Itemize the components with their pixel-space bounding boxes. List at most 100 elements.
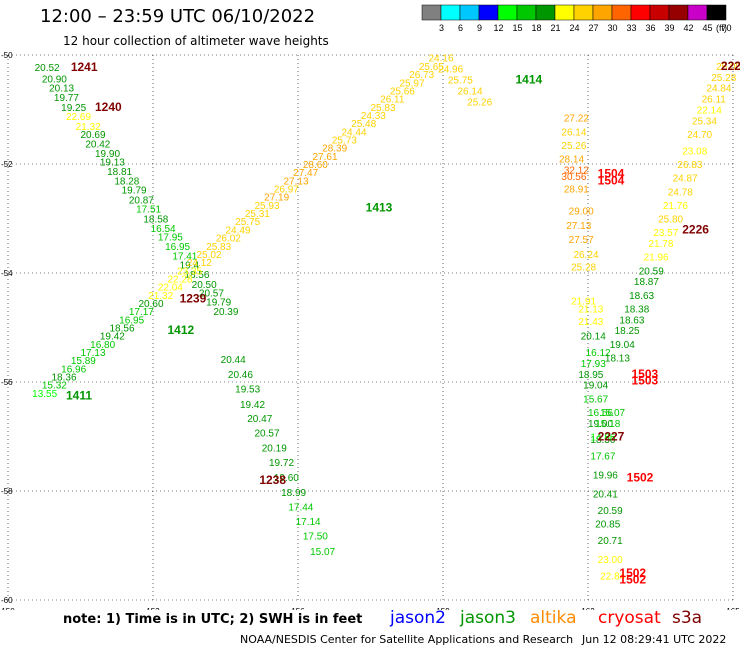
page-subtitle: 12 hour collection of altimeter wave hei… [63,34,329,48]
swh-value: 15.07 [310,547,335,558]
swh-value: 17.13 [81,348,106,359]
swh-value: 20.19 [262,443,287,454]
legend-cryosat: cryosat [598,608,661,628]
swh-value: 27.13 [284,176,309,187]
swh-value: 19.4 [180,260,200,271]
swh-value: 18.25 [615,326,640,337]
legend-s3a: s3a [672,608,703,628]
pass-label: 1502 [619,566,646,580]
colorbar-label: 3 [439,23,444,33]
swh-value: 17.95 [158,232,183,243]
swh-value: 21.32 [76,122,101,133]
swh-value: 18.30 [590,435,615,446]
swh-value: 28.39 [322,144,347,155]
swh-value: 20.57 [255,429,280,440]
swh-value: 21.76 [663,201,688,212]
colorbar-label: 39 [664,23,674,33]
swh-value: 20.85 [595,520,620,531]
swh-value: 20.14 [581,332,606,343]
swh-value: 16.54 [151,224,176,235]
colorbar-label: 24 [569,23,579,33]
swh-value: 19.77 [54,93,79,104]
colorbar-label: 9 [477,23,482,33]
colorbar-unit: (ft) [716,23,727,33]
swh-value: 26.11 [702,95,727,106]
swh-value: 19.04 [610,340,635,351]
swh-value: 17.50 [303,532,328,543]
swh-value: 23.00 [598,555,623,566]
swh-value: 16.95 [119,315,144,326]
swh-value: 18.58 [143,215,168,226]
x-tick-label: 165 [726,607,740,610]
swh-value: 18.95 [578,370,603,381]
swh-value: 19.00 [588,419,613,430]
swh-value: 19.04 [583,381,608,392]
colorbar-label: 30 [607,23,617,33]
swh-value: 17.51 [136,205,161,216]
pass-label: 1504 [598,173,625,187]
swh-value: 24.33 [361,111,386,122]
swh-value: 20.90 [42,74,67,85]
swh-value: 23.35 [177,266,202,277]
swh-value: 20.52 [35,63,60,74]
swh-value: 25.75 [448,76,473,87]
pass-label: 1238 [259,473,286,487]
swh-value: 24.70 [687,130,712,141]
swh-value: 16.56 [588,408,613,419]
swh-value: 22.14 [697,106,722,117]
colorbar-label: 21 [550,23,560,33]
swh-value: 25.28 [571,262,596,273]
swh-value: 25.93 [255,201,280,212]
swh-value: 20.13 [49,84,74,95]
x-tick-label: 153 [146,607,160,610]
swh-value: 18.63 [619,315,644,326]
swh-value: 14.86 [590,433,615,444]
swh-value: 18.13 [605,353,630,364]
swh-value: 25.48 [351,119,376,130]
pass-label: 1412 [168,323,195,337]
swh-value: 19.96 [593,471,618,482]
pass-label: 1504 [598,166,625,180]
pass-label: 1503 [632,373,659,387]
swh-value: 24.49 [226,225,251,236]
pass-label: 1411 [66,389,92,403]
swh-value: 25.66 [390,86,415,97]
swh-value: 30.56 [561,172,586,183]
x-tick-label: 159 [436,607,450,610]
pass-label: 1240 [95,100,122,114]
colorbar-label: 27 [588,23,598,33]
colorbar: 3 6 9 12 15 18 21 24 27 30 33 36 39 42 45 70(ft) [421,4,732,33]
swh-value: 17.41 [172,252,197,263]
pass-label: 1502 [627,470,654,484]
y-tick-label: -60 [1,596,13,605]
swh-value: 16.80 [90,340,115,351]
swh-value: 26.97 [274,185,299,196]
swh-value: 32.12 [564,165,589,176]
swh-value: 20.60 [139,299,164,310]
swh-value: 25.80 [658,215,683,226]
footer-credit: NOAA/NESDIS Center for Satellite Applica… [240,633,574,646]
y-tick-label: -54 [1,269,13,278]
swh-value: 25.75 [235,217,260,228]
legend-altika: altika [530,608,577,628]
pass-label: 1503 [632,367,659,381]
colorbar-label: 18 [531,23,541,33]
swh-value: 20.42 [85,139,110,150]
swh-value: 20.59 [639,266,664,277]
swh-value: 20.41 [593,490,618,501]
colorbar-label: 45 [702,23,712,33]
pass-label: 2225 [721,59,740,73]
swh-value: 24.12 [187,258,212,269]
swh-value: 19.13 [100,157,125,168]
swh-value: 19.25 [61,103,86,114]
swh-value: 26.83 [677,160,702,171]
swh-value: 21.96 [644,253,669,264]
swh-value: 25.83 [206,242,231,253]
swh-value: 24.96 [438,65,463,76]
page-title: 12:00 – 23:59 UTC 06/10/2022 [40,6,316,27]
swh-value: 21.32 [148,291,173,302]
colorbar-label: 15 [512,23,522,33]
y-tick-label: -58 [1,487,13,496]
swh-value: 22.04 [158,283,183,294]
swh-value: 16.12 [586,348,611,359]
